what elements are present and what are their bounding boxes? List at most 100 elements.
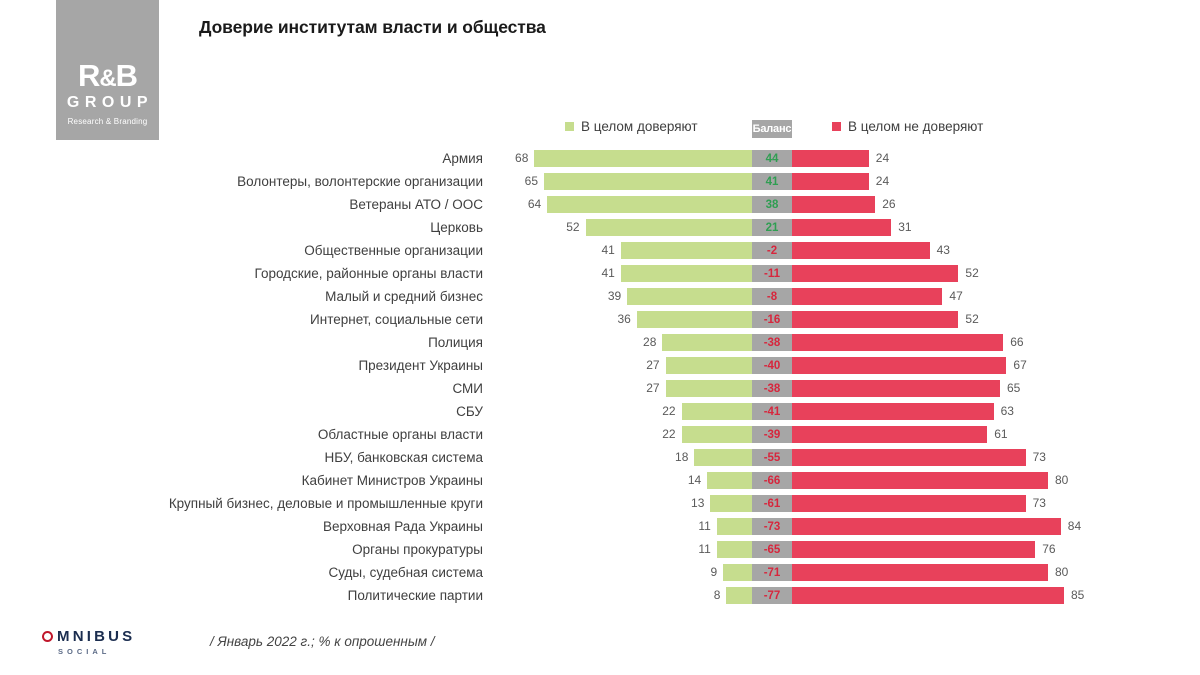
row-bars: 22 63 -41 xyxy=(0,403,1200,420)
distrust-bar xyxy=(792,219,892,236)
trust-value: 22 xyxy=(662,427,676,441)
distrust-bar xyxy=(792,196,876,213)
omnibus-text: MNIBUS xyxy=(57,628,136,645)
chart-source-note: / Январь 2022 г.; % к опрошенным / xyxy=(210,634,435,649)
chart-row: Кабинет Министров Украины 14 80 -66 xyxy=(0,469,1200,492)
trust-bar xyxy=(636,311,752,328)
category-label: НБУ, банковская система xyxy=(324,450,483,465)
row-bars: 18 73 -55 xyxy=(0,449,1200,466)
distrust-bar xyxy=(792,334,1004,351)
trust-bar xyxy=(544,173,752,190)
distrust-value: 76 xyxy=(1042,542,1056,556)
trust-bar xyxy=(620,242,752,259)
trust-bar xyxy=(723,564,752,581)
balance-value: 21 xyxy=(752,219,792,236)
category-label: Верховная Рада Украины xyxy=(323,519,483,534)
distrust-bar xyxy=(792,518,1061,535)
distrust-value: 85 xyxy=(1071,588,1085,602)
balance-value: -61 xyxy=(752,495,792,512)
diverging-bar-chart: Армия 68 24 44 Волонтеры, волонтерские орган… xyxy=(0,147,1200,607)
trust-bar xyxy=(710,495,752,512)
category-label: Суды, судебная система xyxy=(328,565,483,580)
distrust-value: 66 xyxy=(1010,335,1024,349)
logo-ampersand: & xyxy=(99,65,116,93)
chart-row: Крупный бизнес, деловые и промышленные к… xyxy=(0,492,1200,515)
category-label: Областные органы власти xyxy=(317,427,483,442)
logo-tagline: Research & Branding xyxy=(67,117,148,126)
row-bars: 36 52 -16 xyxy=(0,311,1200,328)
distrust-value: 73 xyxy=(1032,496,1046,510)
trust-bar xyxy=(547,196,752,213)
balance-value: 38 xyxy=(752,196,792,213)
row-bars: 52 31 21 xyxy=(0,219,1200,236)
row-bars: 64 26 38 xyxy=(0,196,1200,213)
trust-value: 22 xyxy=(662,404,676,418)
trust-bar xyxy=(694,449,752,466)
balance-value: -38 xyxy=(752,380,792,397)
trust-value: 8 xyxy=(713,588,721,602)
chart-row: Волонтеры, волонтерские организации 65 24 4… xyxy=(0,170,1200,193)
category-label: Кабинет Министров Украины xyxy=(301,473,483,488)
distrust-value: 52 xyxy=(965,266,979,280)
balance-value: -73 xyxy=(752,518,792,535)
legend-swatch-distrust-icon xyxy=(832,122,841,131)
trust-value: 39 xyxy=(607,289,622,303)
chart-row: Городские, районные органы власти 41 52 -11 xyxy=(0,262,1200,285)
trust-value: 18 xyxy=(675,450,689,464)
distrust-bar xyxy=(792,403,994,420)
row-bars: 68 24 44 xyxy=(0,150,1200,167)
trust-bar xyxy=(681,426,752,443)
balance-column-header: Баланс xyxy=(752,120,792,138)
trust-value: 41 xyxy=(601,266,615,280)
distrust-bar xyxy=(792,426,988,443)
balance-value: -40 xyxy=(752,357,792,374)
balance-value: 44 xyxy=(752,150,792,167)
chart-row: СБУ 22 63 -41 xyxy=(0,400,1200,423)
row-bars: 22 61 -39 xyxy=(0,426,1200,443)
logo-letter-b: B xyxy=(115,58,138,94)
balance-value: -2 xyxy=(752,242,792,259)
category-label: Городские, районные органы власти xyxy=(254,266,483,281)
distrust-bar xyxy=(792,587,1064,604)
distrust-bar xyxy=(792,265,959,282)
category-label: Президент Украины xyxy=(358,358,483,373)
distrust-value: 80 xyxy=(1055,565,1069,579)
distrust-value: 73 xyxy=(1032,450,1046,464)
omnibus-subtext: SOCIAL xyxy=(58,647,111,656)
trust-bar xyxy=(726,587,752,604)
distrust-bar xyxy=(792,380,1000,397)
trust-bar xyxy=(716,518,752,535)
category-label: Армия xyxy=(442,151,483,166)
chart-row: Общественные организации 41 43 -2 xyxy=(0,239,1200,262)
legend-swatch-trust-icon xyxy=(565,122,574,131)
balance-value: -77 xyxy=(752,587,792,604)
distrust-bar xyxy=(792,472,1048,489)
distrust-bar xyxy=(792,242,930,259)
chart-row: Армия 68 24 44 xyxy=(0,147,1200,170)
distrust-value: 67 xyxy=(1013,358,1027,372)
category-label: Волонтеры, волонтерские организации xyxy=(237,174,483,189)
distrust-value: 63 xyxy=(1000,404,1014,418)
row-bars: 41 52 -11 xyxy=(0,265,1200,282)
row-bars: 27 65 -38 xyxy=(0,380,1200,397)
distrust-value: 61 xyxy=(994,427,1008,441)
rb-group-logo: R&B GROUP Research & Branding xyxy=(56,0,159,140)
distrust-value: 24 xyxy=(875,151,890,165)
chart-row: Политические партии 8 85 -77 xyxy=(0,584,1200,607)
distrust-bar xyxy=(792,288,943,305)
row-bars: 11 84 -73 xyxy=(0,518,1200,535)
category-label: Полиция xyxy=(428,335,483,350)
row-bars: 65 24 41 xyxy=(0,173,1200,190)
trust-value: 13 xyxy=(691,496,705,510)
distrust-bar xyxy=(792,150,869,167)
distrust-value: 26 xyxy=(882,197,896,211)
trust-value: 41 xyxy=(601,243,615,257)
trust-bar xyxy=(620,265,752,282)
chart-row: СМИ 27 65 -38 xyxy=(0,377,1200,400)
row-bars: 8 85 -77 xyxy=(0,587,1200,604)
trust-value: 11 xyxy=(698,542,711,556)
logo-group-text: GROUP xyxy=(66,94,154,112)
logo-letter-r: R xyxy=(77,58,100,94)
row-bars: 41 43 -2 xyxy=(0,242,1200,259)
distrust-value: 24 xyxy=(875,174,890,188)
